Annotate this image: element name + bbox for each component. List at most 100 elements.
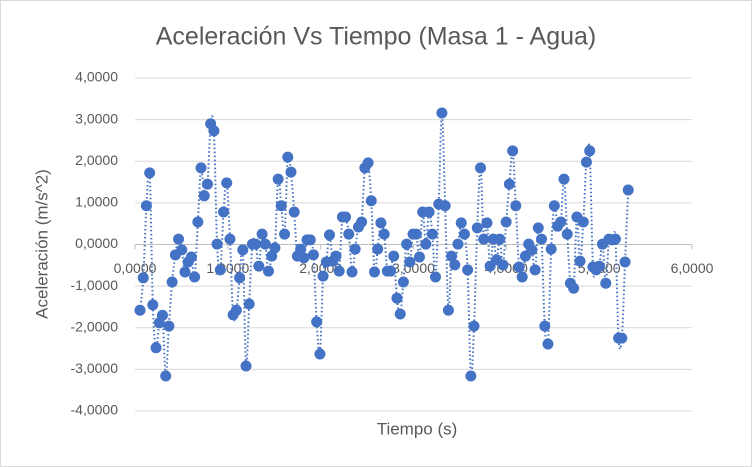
data-point [593,260,605,272]
data-point [369,266,381,278]
data-point [224,233,236,245]
data-point [340,211,352,223]
y-tick-label: 4,0000 [75,69,118,85]
data-point [198,190,210,202]
data-point [134,304,146,316]
y-tick-label: -3,0000 [71,360,119,376]
data-point [378,228,390,240]
data-point [536,233,548,245]
x-tick-label: 6,0000 [671,260,714,276]
data-point [314,348,326,360]
data-point [365,195,377,207]
data-point [346,266,358,278]
data-point [240,360,252,372]
y-tick-label: -4,0000 [71,402,119,418]
y-tick-label: -1,0000 [71,277,119,293]
data-point [471,222,483,234]
data-point [410,228,422,240]
data-point [295,243,307,255]
data-point [532,222,544,234]
data-point [619,256,631,268]
data-point [465,370,477,382]
data-point [574,255,586,267]
data-point [478,233,490,245]
data-point [507,145,519,157]
data-point [616,332,628,344]
data-point [455,217,467,229]
data-point [208,125,220,137]
data-point [426,228,438,240]
data-point [397,276,409,288]
data-point [503,178,515,190]
data-point [266,250,278,262]
data-point [150,342,162,354]
data-point [160,370,172,382]
data-point [163,320,175,332]
data-point [137,272,149,284]
data-point [288,206,300,218]
data-point [218,206,230,218]
data-point [584,145,596,157]
data-point [221,177,233,189]
data-point [185,251,197,263]
data-point [311,316,323,328]
data-point [436,107,448,119]
data-point [144,167,156,179]
x-tick-label: 3,0000 [392,260,435,276]
data-point [516,271,528,283]
data-point [234,272,246,284]
data-point [555,216,567,228]
data-point [449,259,461,271]
data-point [622,184,634,196]
data-point [282,151,294,163]
data-point [442,304,454,316]
data-point [285,166,297,178]
data-point [272,173,284,185]
data-point [494,233,506,245]
data-point [568,282,580,294]
y-tick-label: 3,0000 [75,110,118,126]
data-point [140,200,152,212]
data-point [192,216,204,228]
data-point [391,292,403,304]
data-point [250,238,262,250]
data-point [343,228,355,240]
data-point [279,228,291,240]
data-point [211,238,223,250]
data-point [243,298,255,310]
data-point [526,244,538,256]
data-point [147,299,159,311]
data-point [558,173,570,185]
data-point [481,217,493,229]
data-point [430,271,442,283]
data-point [542,338,554,350]
data-point [401,238,413,250]
data-point [176,244,188,256]
data-point [253,260,265,272]
y-tick-label: 2,0000 [75,152,118,168]
data-point [446,250,458,262]
data-point [385,265,397,277]
data-point [439,200,451,212]
data-point [356,216,368,228]
data-point [462,264,474,276]
data-point [214,264,226,276]
data-point [497,259,509,271]
x-axis-title: Tiempo (s) [377,419,458,438]
data-point [156,309,168,321]
data-point [458,228,470,240]
data-point [372,243,384,255]
data-point [420,238,432,250]
x-tick-label: 0,0000 [114,260,157,276]
y-tick-label: 0,0000 [75,235,118,251]
data-point [362,157,374,169]
data-point [256,228,268,240]
data-point [413,251,425,263]
data-point [179,266,191,278]
data-point [475,162,487,174]
data-point [510,200,522,212]
data-point [539,320,551,332]
y-tick-label: 1,0000 [75,194,118,210]
